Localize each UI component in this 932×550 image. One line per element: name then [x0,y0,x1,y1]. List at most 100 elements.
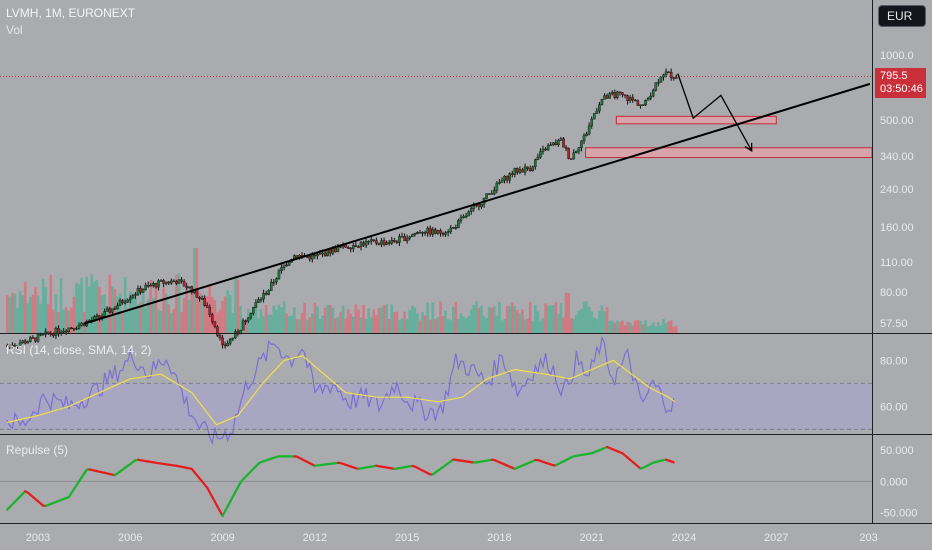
volume-bar [77,284,81,333]
volume-bar [523,319,527,333]
candle-body [500,180,504,183]
candle-body [564,147,568,149]
volume-bar [177,273,181,333]
candle-body [654,82,658,91]
volume-bar [569,318,573,333]
volume-bar [57,312,60,333]
volume-bar [654,326,658,333]
candle-body [203,298,206,306]
projection-path[interactable] [677,73,753,152]
volume-bar [472,304,476,333]
candle-body [434,229,437,234]
volume-bar [413,307,417,333]
candle-body [546,145,550,151]
candle-body [357,246,360,248]
volume-bar [580,309,583,333]
drawings[interactable] [83,73,873,325]
candle-body [657,81,660,84]
volume-bar [408,310,412,333]
volume-bar [618,321,622,333]
candle-body [672,77,676,79]
candle-body [641,104,645,106]
candle-body [144,285,147,290]
candle-body [216,326,219,336]
candle-body [334,247,337,253]
volume-bar [49,274,53,333]
time-tick: 2021 [579,532,603,544]
volume-bar [44,287,47,333]
supply-zone[interactable] [585,147,873,159]
volume-bar [131,293,135,333]
volume-bar [403,311,406,333]
candle-body [16,345,19,347]
candle-body [544,148,547,151]
time-tick: 2009 [210,532,234,544]
volume-bar [416,313,419,333]
price-tick: 500.00 [880,115,914,127]
candle-body [631,97,635,101]
candle-body [598,104,601,112]
candle-body [508,173,511,181]
volume-bar [264,305,268,333]
candle-body [29,337,32,342]
candle-body [175,281,178,284]
last-price-tag: 795.5 03:50:46 [875,68,926,98]
volume-bar [380,307,383,333]
time-tick: 2012 [303,532,327,544]
candle-body [618,91,622,94]
candle-body [387,242,391,244]
candle-body [557,140,560,146]
candle-body [521,169,524,173]
volume-bar [480,305,483,333]
volume-bar [321,315,324,333]
volume-bar [98,286,101,333]
volume-bar [46,304,50,333]
volume-bar [121,311,124,333]
candle-body [187,286,191,289]
volume-bar [382,305,386,333]
candle-body [375,240,378,244]
volume-bar [23,282,27,333]
candle-body [659,76,663,83]
volume-bar [395,311,399,333]
candle-body [408,236,412,239]
volume-bar [300,312,304,333]
volume-bar [669,320,673,333]
candle-body [172,280,176,283]
candle-body [139,288,142,293]
volume-bar [675,325,678,333]
candle-body [559,138,563,141]
candle-body [195,289,199,298]
candle-body [662,74,665,78]
volume-bar [316,306,319,333]
candle-body [262,293,265,300]
volume-bar [426,302,429,333]
candle-body [649,95,652,99]
volume-bar [105,306,109,333]
volume-bar [82,311,86,333]
time-tick: 203 [859,532,877,544]
candle-body [495,182,499,191]
volume-bar [141,288,145,333]
volume-bar [36,295,40,333]
volume-bar [244,320,247,333]
repulse-tick: 0.000 [880,476,908,488]
projection-arrowhead [744,142,753,152]
currency-button[interactable]: EUR [878,5,926,27]
candle-body [80,322,83,326]
volume-bar [31,294,35,333]
rsi-tick: 60.00 [880,401,908,413]
volume-bar [454,301,458,333]
price-candles [5,68,678,350]
candle-body [439,230,442,234]
candle-body [200,298,204,300]
candle-body [167,281,171,284]
trendline[interactable] [83,82,871,325]
candle-body [575,150,578,153]
candle-body [428,227,432,235]
candle-body [254,302,258,308]
volume-bar [231,312,235,333]
volume-bar [495,315,499,333]
candle-body [285,264,288,267]
